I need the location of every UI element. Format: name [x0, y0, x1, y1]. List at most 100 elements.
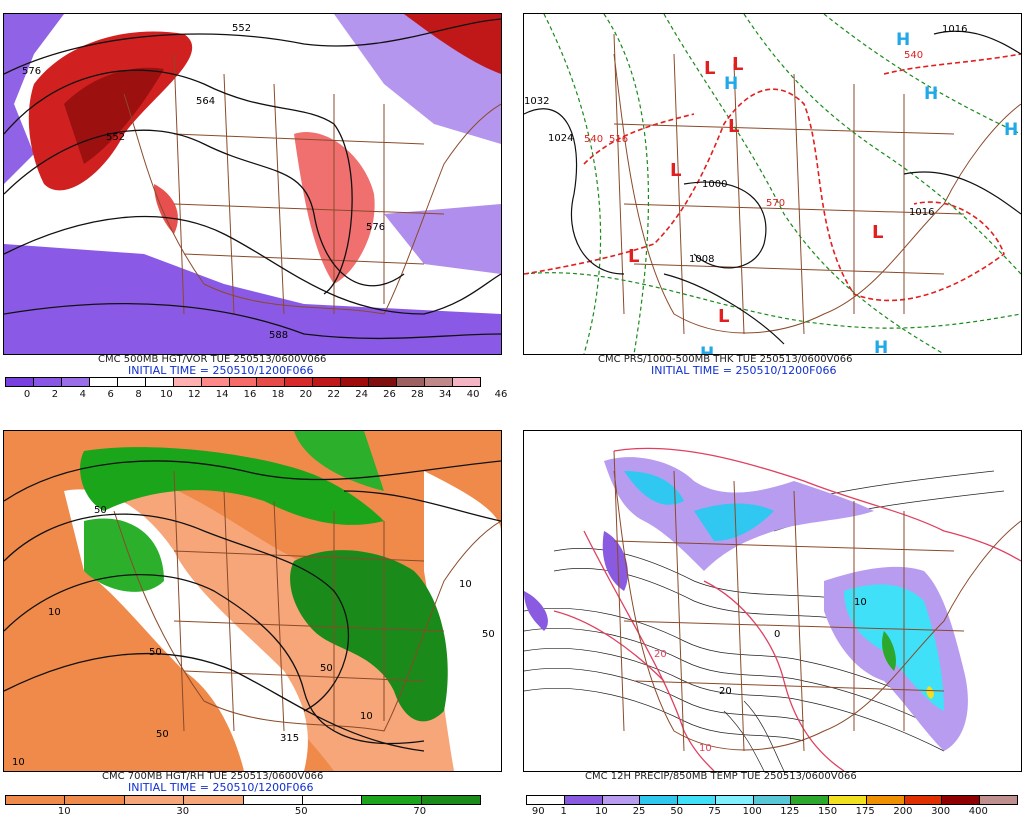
low-pressure-center: L	[670, 160, 682, 181]
colorbar-label: 40	[466, 389, 480, 400]
colorbar-swatch	[302, 796, 363, 804]
isobar-label: 1016	[909, 207, 935, 218]
temperature-label: 10	[699, 743, 712, 754]
low-pressure-center: L	[732, 54, 744, 75]
colorbar-label: 200	[893, 806, 913, 817]
colorbar-swatch	[61, 378, 90, 386]
temperature-label: 10	[854, 597, 867, 608]
map-500mb-graphic	[4, 14, 501, 354]
isobar-label: 1008	[689, 254, 715, 265]
contour-label: 564	[196, 96, 216, 107]
colorbar-swatch	[753, 796, 792, 804]
colorbar-label: 16	[243, 389, 257, 400]
colorbar-label: 0	[23, 389, 31, 400]
colorbar-swatch	[397, 378, 426, 386]
colorbar-label: 30	[176, 806, 190, 817]
colorbar-label: 400	[968, 806, 988, 817]
colorbar-swatch	[362, 796, 422, 804]
colorbar-swatch	[243, 796, 303, 804]
colorbar-label: 34	[438, 389, 452, 400]
high-pressure-center: H	[896, 30, 911, 50]
colorbar-swatch	[341, 378, 370, 386]
colorbar-label: 14	[215, 389, 229, 400]
colorbar-precip	[526, 795, 1018, 805]
low-pressure-center: L	[704, 58, 716, 79]
thickness-label: 540	[904, 50, 924, 61]
thickness-label: 570	[766, 198, 786, 209]
rh-label: 10	[360, 711, 373, 722]
colorbar-swatch	[527, 796, 565, 804]
colorbar-swatch	[904, 796, 943, 804]
colorbar-swatch	[89, 378, 118, 386]
colorbar-swatch	[602, 796, 641, 804]
colorbar-swatch	[313, 378, 342, 386]
colorbar-swatch	[564, 796, 603, 804]
panel-caption: CMC PRS/1000-500MB THK TUE 250513/0600V0…	[598, 354, 853, 365]
contour-label: 552	[232, 23, 252, 34]
colorbar-swatch	[145, 378, 174, 386]
colorbar-label: 4	[79, 389, 86, 400]
high-pressure-center: H	[700, 344, 715, 355]
colorbar-swatch	[425, 378, 453, 386]
high-pressure-center: H	[874, 338, 889, 355]
colorbar-label: 70	[413, 806, 427, 817]
low-pressure-center: L	[718, 306, 730, 327]
colorbar-label: 100	[742, 806, 762, 817]
colorbar-swatch	[229, 378, 258, 386]
colorbar-vorticity	[5, 377, 481, 387]
colorbar-swatch	[6, 796, 66, 804]
colorbar-swatch	[866, 796, 905, 804]
colorbar-swatch	[678, 796, 716, 804]
high-pressure-center: H	[724, 74, 739, 94]
rh-label: 50	[94, 505, 107, 516]
colorbar-label: 46	[494, 389, 508, 400]
colorbar-swatch	[942, 796, 981, 804]
colorbar-swatch	[791, 796, 830, 804]
contour-label: 588	[269, 330, 289, 341]
rh-label: 50	[320, 663, 333, 674]
colorbar-swatch	[65, 796, 125, 804]
colorbar-swatch	[33, 378, 62, 386]
temperature-label: 0	[774, 629, 781, 640]
colorbar-swatch	[369, 378, 398, 386]
thickness-label: 540	[584, 134, 604, 145]
initial-time: INITIAL TIME = 250510/1200F066	[651, 364, 837, 377]
colorbar-swatch	[980, 796, 1017, 804]
colorbar-label: 50	[670, 806, 684, 817]
height-label: 315	[280, 733, 300, 744]
colorbar-label: 24	[355, 389, 368, 400]
contour-label: 552	[106, 132, 126, 143]
rh-label: 50	[482, 629, 495, 640]
map-pressure-graphic	[524, 14, 1021, 354]
colorbar-swatch	[453, 378, 480, 386]
panel-caption: CMC 12H PRECIP/850MB TEMP TUE 250513/060…	[585, 771, 857, 782]
map-pressure: 1024 1032 516 540 570 1000 1008 1016 101…	[523, 13, 1022, 355]
colorbar-swatch	[285, 378, 314, 386]
colorbar-label: 75	[708, 806, 721, 817]
low-pressure-center: L	[728, 116, 740, 137]
initial-time: INITIAL TIME = 250510/1200F066	[128, 781, 314, 794]
colorbar-label: 90	[531, 806, 545, 817]
colorbar-swatch	[124, 796, 185, 804]
colorbar-label: 18	[271, 389, 285, 400]
map-500mb: 552 576 564 552 576 588	[3, 13, 502, 355]
colorbar-swatch	[6, 378, 34, 386]
isobar-label: 1000	[702, 179, 728, 190]
colorbar-label: 28	[410, 389, 424, 400]
isobar-label: 1016	[942, 24, 968, 35]
colorbar-label: 10	[595, 806, 608, 817]
colorbar-label: 125	[780, 806, 800, 817]
contour-label: 576	[366, 222, 386, 233]
temperature-label: 20	[719, 686, 732, 697]
colorbar-label: 6	[107, 389, 114, 400]
low-pressure-center: L	[872, 222, 884, 243]
map-precip: 20 10 0 20 10	[523, 430, 1022, 772]
isobar-label: 1024	[548, 133, 574, 144]
colorbar-label: 25	[632, 806, 646, 817]
rh-label: 50	[149, 647, 162, 658]
colorbar-label: 26	[383, 389, 396, 400]
thickness-label: 516	[609, 134, 629, 145]
rh-label: 10	[48, 607, 61, 618]
colorbar-label: 12	[187, 389, 201, 400]
colorbar-label: 175	[855, 806, 875, 817]
